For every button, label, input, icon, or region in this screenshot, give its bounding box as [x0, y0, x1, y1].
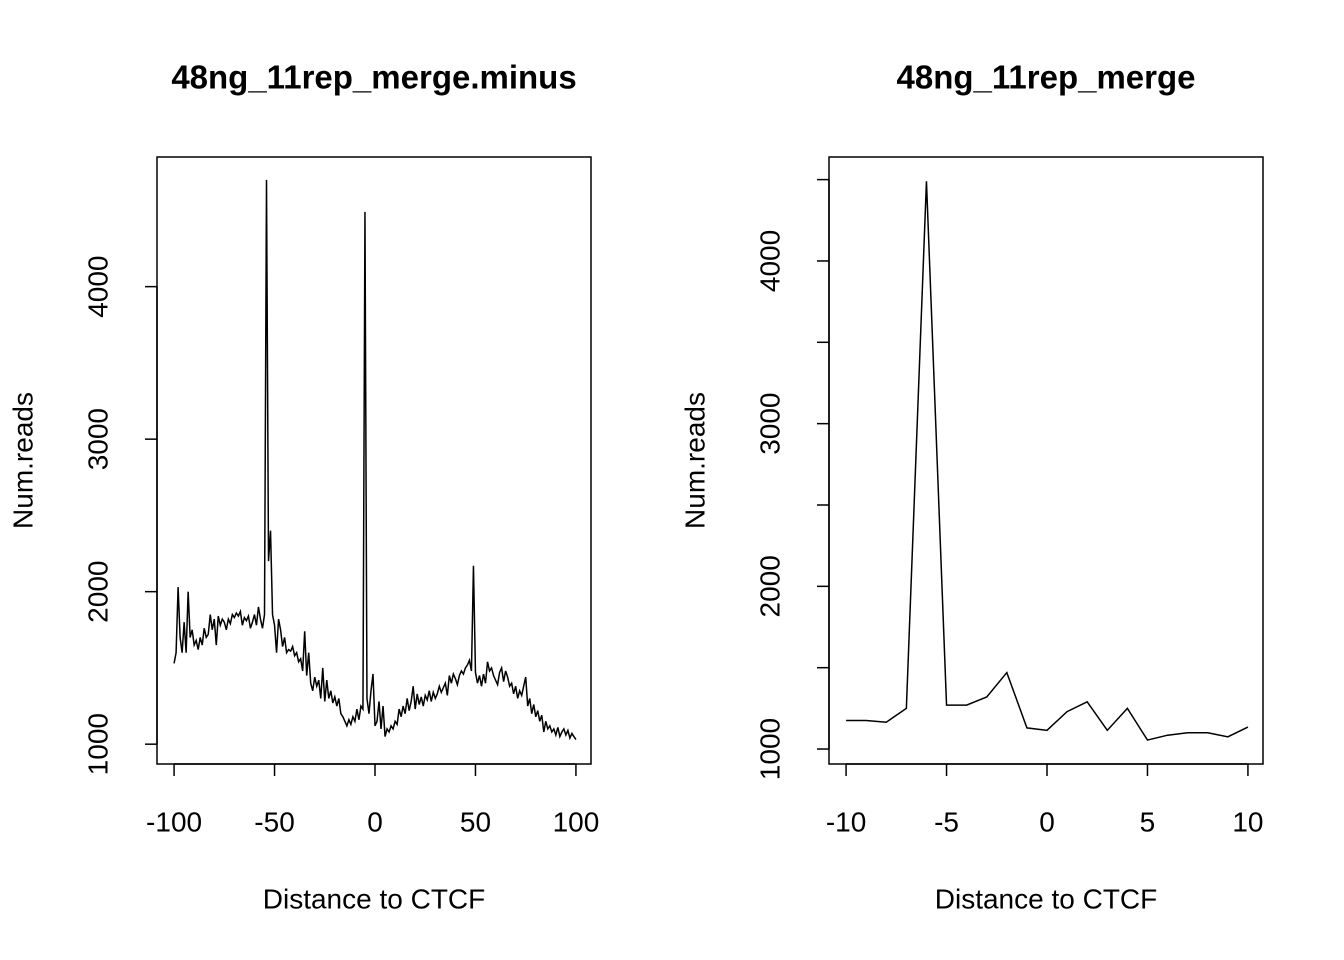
y-tick-label: 3000: [754, 393, 785, 455]
y-tick-label: 1000: [754, 718, 785, 780]
x-tick-label: -50: [254, 806, 294, 837]
y-tick-label: 1000: [82, 713, 113, 775]
y-axis-label: Num.reads: [7, 392, 38, 529]
x-axis-label: Distance to CTCF: [935, 883, 1158, 914]
panel: 48ng_11rep_merge.minus Distance to CTCF Nu…: [7, 59, 599, 915]
x-tick-label: 100: [553, 806, 600, 837]
y-tick-label: 3000: [82, 408, 113, 470]
x-tick-label: -100: [146, 806, 202, 837]
x-tick-label: 50: [460, 806, 491, 837]
x-tick-label: 5: [1140, 806, 1156, 837]
x-tick-label: 0: [367, 806, 383, 837]
y-tick-label: 2000: [82, 561, 113, 623]
y-tick-label: 4000: [82, 255, 113, 317]
data-line: [173, 179, 577, 741]
x-tick-label: -5: [934, 806, 959, 837]
plot-frame: [156, 156, 592, 765]
y-axis-label: Num.reads: [679, 392, 710, 529]
x-tick-label: 0: [1039, 806, 1055, 837]
x-tick-label: 10: [1232, 806, 1263, 837]
y-tick-label: 2000: [754, 555, 785, 617]
x-axis-label: Distance to CTCF: [263, 883, 486, 914]
plot-frame: [828, 156, 1264, 765]
chart-title: 48ng_11rep_merge: [896, 59, 1195, 96]
data-line: [846, 181, 1249, 741]
panel: 48ng_11rep_merge Distance to CTCF Num.read…: [679, 59, 1264, 914]
y-tick-label: 4000: [754, 230, 785, 292]
chart-title: 48ng_11rep_merge.minus: [171, 59, 576, 96]
x-tick-label: -10: [826, 806, 866, 837]
